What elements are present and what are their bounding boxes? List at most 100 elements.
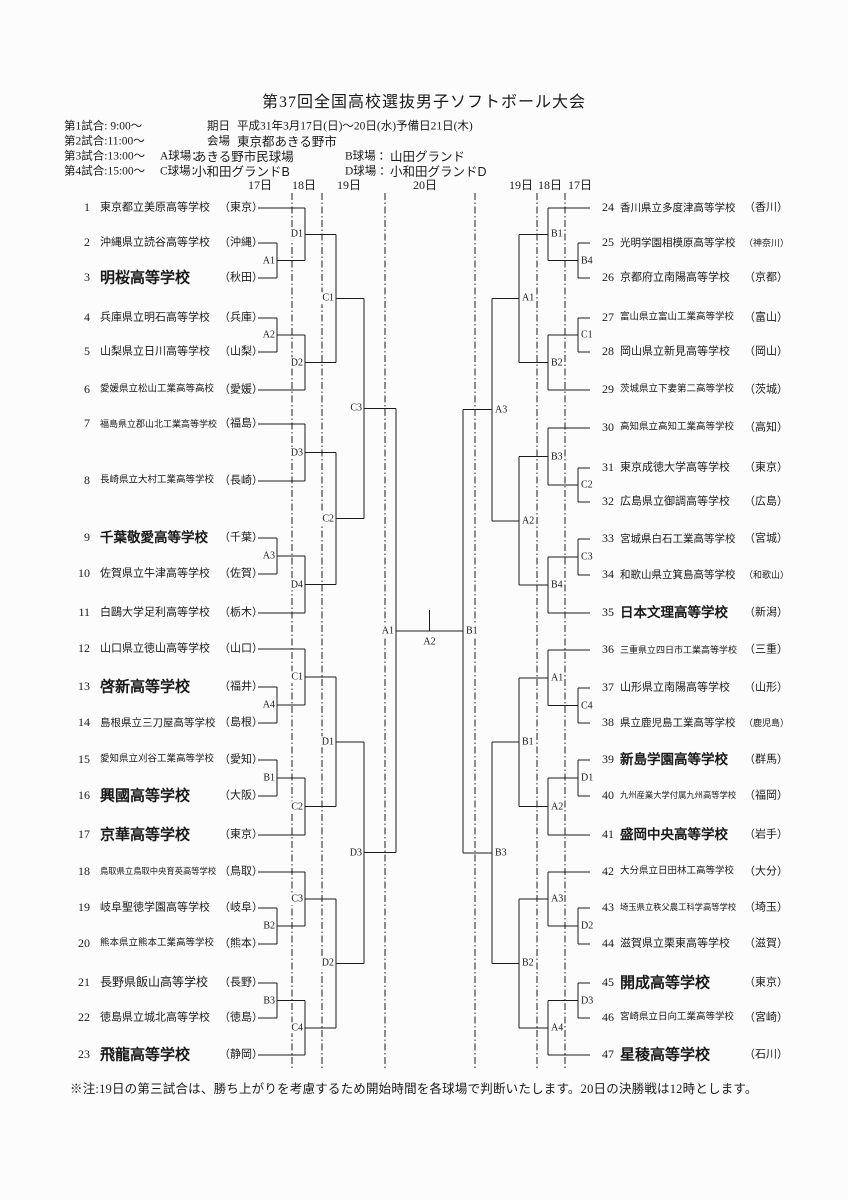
match-label: D2 (289, 356, 304, 369)
match-label: D3 (289, 446, 304, 459)
team-name: 佐賀県立牛津高等学校 (100, 567, 210, 580)
team-prefecture: （岩手） (744, 828, 788, 841)
team-prefecture: （愛知） (219, 753, 263, 766)
date-value: 平成31年3月17日(日)〜20日(水)予備日21日(木) (237, 120, 473, 133)
match-label: A2 (261, 329, 276, 341)
team-prefecture: （鹿児島） (744, 717, 790, 728)
team-prefecture: （三重） (744, 643, 788, 656)
team-number: 12 (78, 641, 90, 656)
team-number: 33 (602, 531, 614, 546)
team-number: 41 (602, 827, 614, 842)
team-prefecture: （山口） (219, 642, 263, 655)
team-name: 滋賀県立栗東高等学校 (620, 937, 730, 950)
match-label: B2 (550, 356, 564, 369)
footnote: ※注:19日の第三試合は、勝ち上がりを考慮するため開始時間を各球場で判断いたしま… (70, 1082, 758, 1096)
team-number: 18 (78, 864, 90, 879)
team-name: 島根県立三刀屋高等学校 (100, 716, 216, 729)
match-label: D3 (580, 994, 595, 1007)
match-label: A1 (380, 624, 395, 637)
team-number: 30 (602, 420, 614, 435)
match-label: D3 (348, 846, 363, 859)
venue-field-name: 小和田グランドB (194, 164, 290, 179)
team-prefecture: （栃木） (219, 606, 263, 619)
team-number: 45 (602, 975, 614, 990)
team-number: 37 (602, 680, 614, 695)
team-number: 24 (602, 200, 614, 215)
team-number: 36 (602, 642, 614, 657)
team-number: 9 (84, 530, 90, 545)
team-number: 15 (78, 752, 90, 767)
team-prefecture: （鳥取） (219, 865, 263, 878)
day-column-label: 19日 (336, 178, 362, 193)
team-prefecture: （愛媛） (219, 383, 263, 396)
schedule-line: 第2試合:11:00〜 (64, 135, 145, 148)
team-number: 39 (602, 752, 614, 767)
match-label: C2 (321, 512, 335, 525)
team-name: 岡山県立新見高等学校 (620, 345, 730, 358)
team-name: 徳島県立城北高等学校 (100, 1011, 210, 1024)
team-name: 光明学園相模原高等学校 (620, 236, 736, 249)
team-prefecture: （静岡） (219, 1048, 263, 1061)
team-number: 35 (602, 605, 614, 620)
match-label: D2 (580, 920, 595, 932)
match-label: D1 (289, 228, 304, 240)
match-label: D4 (289, 578, 304, 591)
team-prefecture: （群馬） (744, 753, 788, 766)
team-name: 兵庫県立明石高等学校 (100, 311, 210, 324)
team-name: 岐阜聖徳学園高等学校 (100, 901, 210, 914)
day-column-label: 17日 (247, 178, 273, 193)
team-prefecture: （福岡） (744, 789, 788, 802)
match-label: B3 (262, 994, 276, 1007)
team-number: 31 (602, 460, 614, 475)
match-label: A2 (521, 515, 536, 527)
team-number: 28 (602, 344, 614, 359)
team-prefecture: （長野） (219, 976, 263, 989)
team-name: 長崎県立大村工業高等学校 (100, 474, 215, 486)
match-label: C4 (580, 699, 594, 712)
team-name: 高知県立高知工業高等学校 (620, 421, 735, 433)
team-number: 22 (78, 1010, 90, 1025)
team-prefecture: （島根） (219, 716, 263, 729)
team-name: 長野県飯山高等学校 (100, 975, 209, 990)
team-name: 沖縄県立読谷高等学校 (100, 236, 210, 249)
team-name: 京華高等学校 (100, 826, 191, 844)
venue-field-label: D球場 ： (345, 165, 391, 178)
match-label: A1 (550, 672, 565, 684)
team-name: 日本文理高等学校 (620, 605, 728, 621)
schedule-line: 第4試合:15:00〜 (64, 165, 146, 178)
team-prefecture: （大分） (744, 865, 788, 878)
team-number: 32 (602, 494, 614, 509)
match-label: B1 (262, 772, 276, 784)
match-label: B4 (550, 579, 564, 591)
match-label: D1 (580, 772, 595, 784)
team-prefecture: （兵庫） (219, 311, 263, 324)
match-label: C2 (580, 479, 594, 491)
team-prefecture: （香川） (744, 201, 788, 214)
team-number: 6 (84, 382, 90, 397)
team-name: 明桜高等学校 (100, 269, 191, 287)
team-name: 宮城県白石工業高等学校 (620, 532, 736, 545)
team-number: 5 (84, 344, 90, 359)
venue-field-label: A球場： (160, 150, 203, 163)
team-prefecture: （熊本） (219, 937, 263, 950)
team-name: 白鷗大学足利高等学校 (100, 606, 210, 619)
match-label: B3 (494, 847, 508, 859)
team-number: 29 (602, 382, 614, 397)
team-name: 九州産業大学付属九州高等学校 (620, 790, 737, 801)
final-match-label: A2 (422, 636, 437, 648)
team-name: 山梨県立日川高等学校 (100, 345, 210, 358)
team-prefecture: （滋賀） (744, 937, 788, 950)
match-label: B2 (521, 957, 535, 970)
team-prefecture: （佐賀） (219, 567, 263, 580)
team-name: 三重県立四日市工業高等学校 (620, 644, 738, 655)
team-number: 20 (78, 936, 90, 951)
team-prefecture: （長崎） (219, 474, 263, 487)
match-label: B3 (550, 450, 564, 463)
team-name: 千葉敬愛高等学校 (100, 530, 208, 546)
team-number: 34 (602, 567, 614, 582)
team-name: 啓新高等学校 (100, 678, 191, 696)
team-prefecture: （神奈川） (744, 237, 790, 248)
team-number: 47 (602, 1047, 614, 1062)
